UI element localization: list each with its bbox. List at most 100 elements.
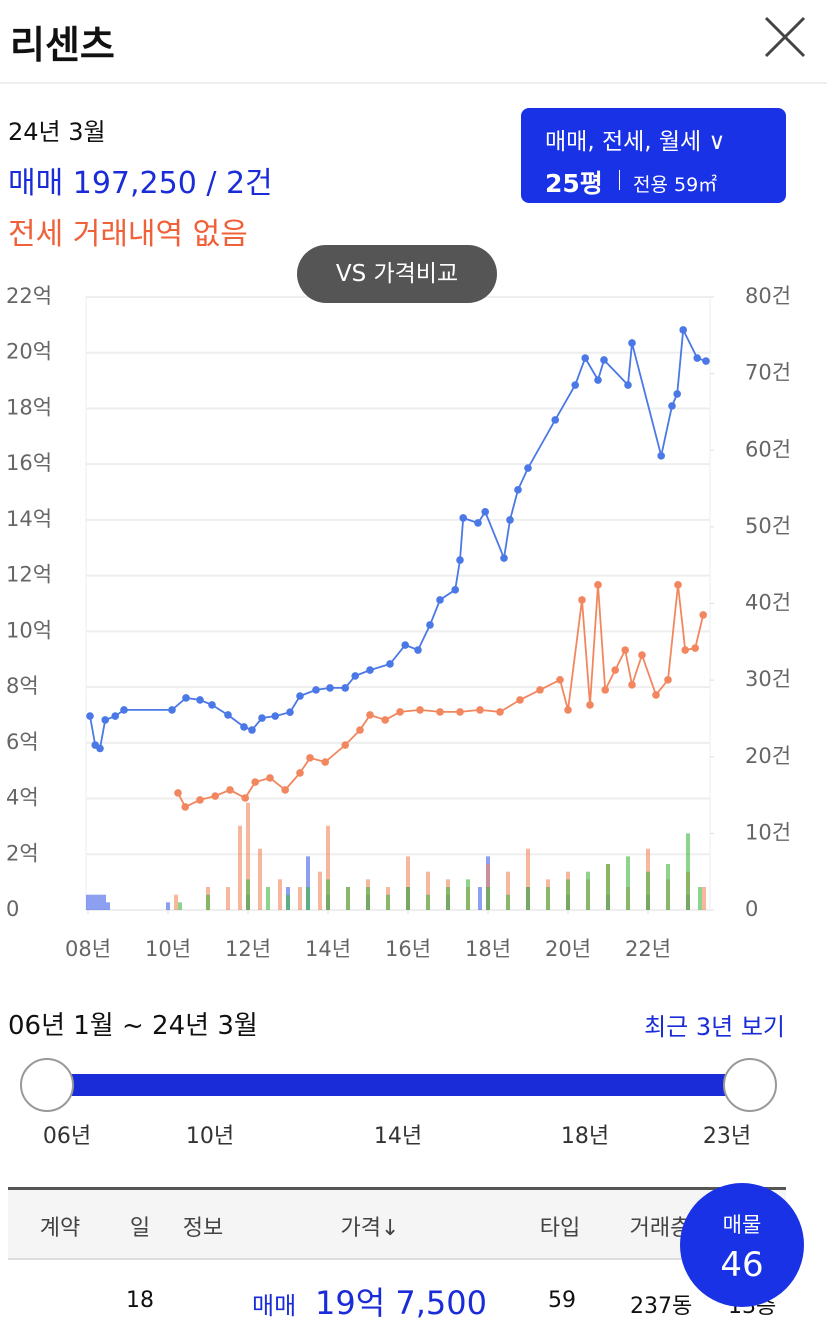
x-tick-label: 20년 [545, 937, 591, 961]
volume-bar [346, 887, 350, 910]
price-point [516, 696, 524, 704]
volume-bar [166, 902, 170, 910]
price-point [182, 694, 190, 702]
jeonse-summary: 전세 거래내역 없음 [8, 217, 248, 252]
price-point [691, 644, 699, 652]
price-point [451, 586, 460, 594]
price-point [281, 786, 290, 794]
volume-bar [226, 887, 230, 910]
price-point [664, 676, 672, 684]
price-point [120, 706, 128, 714]
volume-bar [306, 856, 310, 910]
price-point [366, 666, 374, 674]
price-point [571, 381, 579, 389]
price-point [699, 611, 707, 619]
price-point [564, 706, 572, 714]
volume-bar [86, 894, 90, 910]
volume-bar [326, 879, 330, 910]
y-tick-label: 2억 [6, 841, 39, 865]
range-tick-label: 14년 [373, 1124, 423, 1149]
price-point [196, 696, 204, 704]
column-header: 가격↓ [340, 1216, 400, 1241]
price-point [258, 714, 266, 722]
volume-bar [606, 864, 610, 910]
y-tick-label: 22억 [6, 284, 52, 308]
volume-bar [586, 871, 590, 910]
price-point [481, 508, 490, 516]
range-handle[interactable] [723, 1058, 777, 1112]
price-point [551, 416, 559, 424]
volume-bar [426, 894, 430, 910]
page-title: 리센츠 [10, 23, 115, 67]
date-cell: 18 [126, 1288, 154, 1313]
volume-bar [626, 856, 630, 910]
price-cell: 19억 7,500 [315, 1284, 487, 1322]
volume-bar [238, 825, 242, 910]
column-header: 타입 [539, 1216, 581, 1241]
price-point [500, 554, 508, 562]
price-point [240, 723, 248, 731]
volume-bar [174, 894, 178, 910]
price-point [226, 786, 234, 794]
price-point [426, 621, 434, 629]
price-point [594, 376, 602, 384]
price-point [652, 691, 660, 699]
y-tick-label: 8억 [6, 674, 39, 698]
filter-dropdown[interactable]: 매매, 전세, 월세 ∨ 25평 전용 59㎡ [521, 108, 786, 203]
price-point [436, 596, 444, 604]
price-point [174, 789, 182, 797]
price-point [196, 796, 204, 804]
volume-bar [386, 894, 390, 910]
price-point [611, 666, 619, 674]
volume-bar [702, 887, 706, 910]
volume-bar [246, 802, 250, 910]
compare-button[interactable]: VS 가격비교 [297, 245, 497, 303]
volume-bar [94, 894, 98, 910]
volume-bar [406, 856, 410, 910]
sale-summary: 매매 197,250 / 2건 [8, 166, 273, 201]
price-point [628, 681, 636, 689]
x-tick-label: 14년 [305, 937, 351, 961]
y-tick-label: 20억 [6, 340, 52, 364]
close-button[interactable] [762, 14, 808, 60]
y-tick-label: 14억 [6, 507, 52, 531]
building-cell: 237동 [630, 1294, 693, 1319]
badge-label: 매물 [722, 1213, 762, 1237]
y-tick-label: 10억 [6, 618, 52, 642]
badge-count: 46 [720, 1245, 764, 1285]
volume-bar [178, 902, 182, 910]
price-point [693, 354, 701, 362]
price-point [224, 711, 232, 719]
volume-bar [98, 894, 102, 910]
volume-bar [486, 887, 490, 910]
range-handle[interactable] [20, 1058, 74, 1112]
filter-types: 매매, 전세, 월세 ∨ [545, 129, 726, 155]
price-point [506, 516, 514, 524]
y-tick-label: 4억 [6, 786, 39, 810]
price-point [581, 354, 589, 362]
price-chart: 0 2억 4억 6억 8억 10억 12억 14억 16억 18억 20억 22억 0 10건 20건 30건… [6, 284, 791, 961]
column-header: 일 [129, 1216, 151, 1241]
volume-bar [666, 864, 670, 910]
x-tick-label: 22년 [625, 937, 671, 961]
price-point [211, 792, 219, 800]
month-label: 24년 3월 [8, 118, 106, 146]
volume-bar [246, 879, 250, 910]
recent-link[interactable]: 최근 3년 보기 [644, 1013, 785, 1041]
volume-bar [286, 894, 290, 910]
price-point [326, 684, 334, 692]
table-top-line [8, 1187, 786, 1190]
x-tick-label: 08년 [65, 937, 111, 961]
column-header: 정보 [182, 1216, 224, 1241]
volume-bar [278, 879, 282, 910]
price-point [657, 452, 665, 460]
type-cell: 매매 [252, 1292, 297, 1320]
price-point [96, 744, 104, 753]
area-cell: 59 [548, 1288, 576, 1313]
price-point [208, 701, 216, 709]
listing-badge[interactable]: 매물 46 [680, 1183, 804, 1307]
range-tick-label: 23년 [702, 1124, 752, 1149]
price-point [601, 686, 609, 694]
price-point [401, 641, 410, 649]
y-tick-label: 0 [6, 897, 19, 921]
